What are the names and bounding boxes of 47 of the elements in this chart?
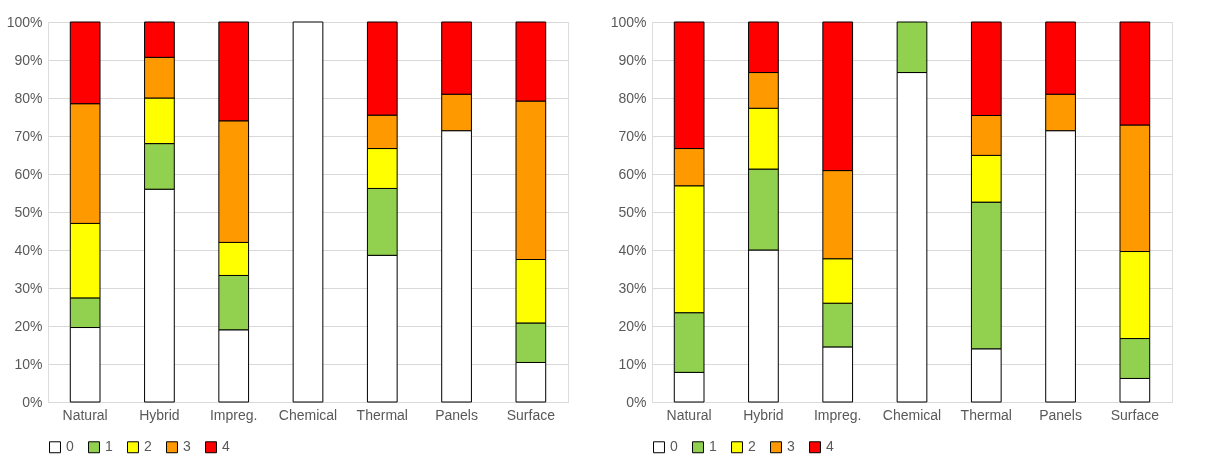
y-tick-label: 10% xyxy=(14,355,43,372)
y-tick-label: 100% xyxy=(610,13,647,30)
y-tick-label: 70% xyxy=(618,127,647,144)
legend-label: 1 xyxy=(709,438,717,455)
legend-label: 2 xyxy=(748,438,756,455)
legend-label: 2 xyxy=(144,438,152,455)
bar xyxy=(292,21,324,403)
y-tick-label: 60% xyxy=(14,165,43,182)
y-tick-label: 60% xyxy=(618,165,647,182)
x-tick-label: Impreg. xyxy=(209,406,258,423)
legend-label: 3 xyxy=(787,438,795,455)
legend-label: 0 xyxy=(66,438,74,455)
legend-label: 0 xyxy=(670,438,678,455)
x-tick-label: Natural xyxy=(62,406,108,423)
y-tick-label: 90% xyxy=(14,51,43,68)
y-tick-label: 90% xyxy=(618,51,647,68)
x-tick-label: Thermal xyxy=(356,406,408,423)
x-tick-label: Panels xyxy=(1039,406,1082,423)
y-tick-label: 80% xyxy=(14,89,43,106)
y-tick-label: 0% xyxy=(626,393,647,410)
x-tick-label: Chemical xyxy=(278,406,338,423)
x-tick-label: Hybrid xyxy=(139,406,180,423)
x-tick-label: Hybrid xyxy=(743,406,784,423)
legend-label: 4 xyxy=(826,438,834,455)
x-tick-label: Surface xyxy=(1110,406,1160,423)
y-tick-label: 30% xyxy=(618,279,647,296)
x-tick-label: Impreg. xyxy=(813,406,862,423)
y-tick-label: 50% xyxy=(14,203,43,220)
y-tick-label: 0% xyxy=(22,393,43,410)
y-tick-label: 80% xyxy=(618,89,647,106)
legend-label: 3 xyxy=(183,438,191,455)
y-tick-label: 20% xyxy=(14,317,43,334)
x-tick-label: Natural xyxy=(666,406,712,423)
y-tick-label: 30% xyxy=(14,279,43,296)
x-tick-label: Thermal xyxy=(960,406,1012,423)
x-tick-label: Panels xyxy=(435,406,478,423)
x-tick-label: Surface xyxy=(506,406,556,423)
y-tick-label: 50% xyxy=(618,203,647,220)
legend-label: 1 xyxy=(105,438,113,455)
y-tick-label: 70% xyxy=(14,127,43,144)
y-tick-label: 20% xyxy=(618,317,647,334)
y-tick-label: 40% xyxy=(14,241,43,258)
y-tick-label: 10% xyxy=(618,355,647,372)
y-tick-label: 40% xyxy=(618,241,647,258)
x-tick-label: Chemical xyxy=(882,406,942,423)
y-tick-label: 100% xyxy=(6,13,43,30)
legend-label: 4 xyxy=(222,438,230,455)
